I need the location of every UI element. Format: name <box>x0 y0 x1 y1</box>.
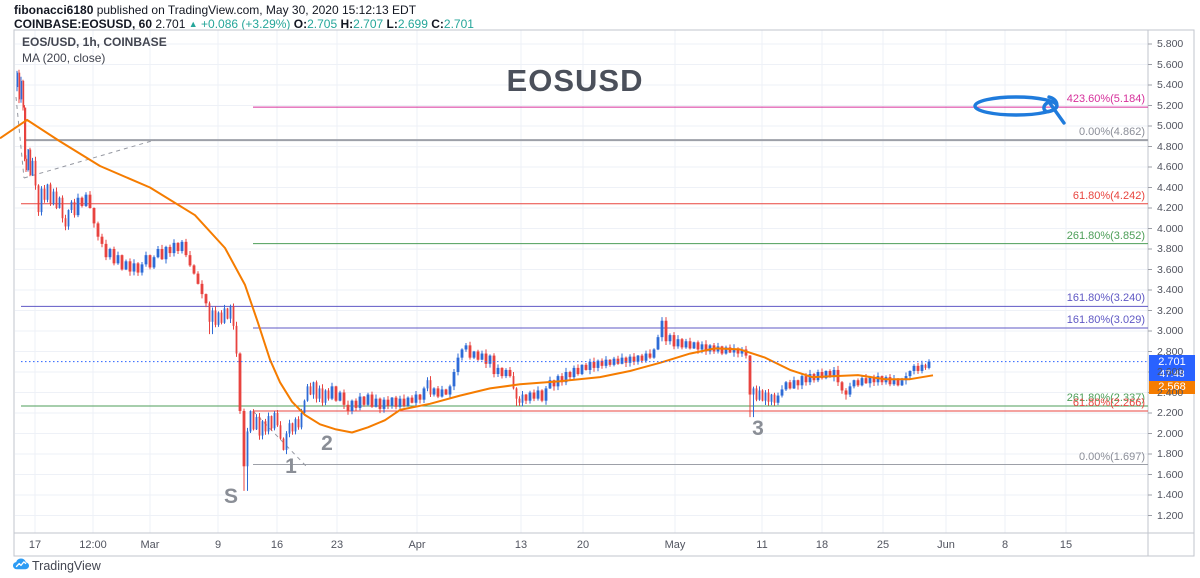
open-label: O: <box>293 17 308 31</box>
time-tick-label: 11 <box>756 539 768 551</box>
price-change: +0.086 (+3.29%) <box>201 17 291 31</box>
time-tick-label: May <box>664 539 686 551</box>
tradingview-logo-icon[interactable] <box>12 557 30 573</box>
price-tick-label: 4.400 <box>1157 181 1184 194</box>
fib-label: 161.80%(3.240) <box>1066 292 1145 305</box>
symbol-name: COINBASE:EOSUSD, 60 <box>14 17 153 31</box>
header-byline: fibonacci6180 published on TradingView.c… <box>14 3 416 17</box>
time-tick-label: 15 <box>1059 539 1073 551</box>
fib-label: 261.80%(3.852) <box>1066 229 1145 242</box>
price-tick-label: 2.800 <box>1157 345 1184 358</box>
price-tick-label: 2.200 <box>1157 407 1184 419</box>
time-tick-label: 23 <box>330 539 344 551</box>
header-symbol-info: COINBASE:EOSUSD, 60 2.701 ▲ +0.086 (+3.2… <box>14 17 474 31</box>
high-value: 2.707 <box>353 17 384 31</box>
fib-label: 423.60%(5.184) <box>1066 93 1145 106</box>
close-label: C: <box>431 17 444 31</box>
time-tick-label: 8 <box>1001 539 1009 551</box>
fib-label: 0.00%(4.862) <box>1078 126 1145 139</box>
dashed-trend-line <box>23 139 156 179</box>
open-value: 2.705 <box>307 17 338 31</box>
time-tick-label: 16 <box>270 539 284 551</box>
price-tick-label: 3.000 <box>1157 325 1184 337</box>
time-tick-label: 17 <box>28 539 42 551</box>
price-tick-label: 5.800 <box>1157 38 1184 50</box>
trend-lines-layer <box>15 96 307 467</box>
fib-label: 0.00%(1.697) <box>1078 450 1145 463</box>
author-name: fibonacci6180 <box>14 3 94 17</box>
price-axis-ticks <box>1148 43 1152 516</box>
ma-price-badge: 2.568 <box>1149 381 1195 394</box>
wave-label-3: 3 <box>752 417 764 440</box>
price-tick-label: 3.400 <box>1157 284 1184 296</box>
time-tick-label: 25 <box>876 539 890 551</box>
price-tick-label: 5.600 <box>1157 58 1184 71</box>
tradingview-brand[interactable]: TradingView <box>32 559 101 573</box>
time-tick-label: 13 <box>514 539 528 551</box>
fib-label: 61.80%(2.266) <box>1072 397 1145 409</box>
wave-label-2: 2 <box>321 432 333 455</box>
low-value: 2.699 <box>397 17 428 31</box>
price-tick-label: 3.800 <box>1157 243 1184 255</box>
price-tick-label: 4.600 <box>1157 161 1184 173</box>
price-tick-label: 1.600 <box>1157 468 1184 481</box>
annotation-ellipse[interactable] <box>973 95 1066 125</box>
time-tick-label: 18 <box>815 539 829 551</box>
time-tick-label: Mar <box>140 539 160 551</box>
fib-label: 61.80%(4.242) <box>1072 189 1145 202</box>
countdown-badge: 47:48 <box>1149 369 1195 381</box>
time-tick-label: 9 <box>214 539 222 551</box>
low-label: L: <box>386 17 398 31</box>
watermark: EOSUSD <box>506 63 644 98</box>
price-tick-label: 1.800 <box>1157 448 1184 460</box>
time-tick-label: 12:00 <box>79 539 107 551</box>
wave-label-1: 1 <box>285 455 297 478</box>
wave-label-s: S <box>223 485 239 508</box>
ma-line <box>0 118 934 434</box>
time-tick-label: Apr <box>408 539 426 551</box>
price-tick-label: 3.600 <box>1157 263 1184 276</box>
price-tick-label: 4.800 <box>1157 140 1184 153</box>
price-tick-label: 2.400 <box>1157 386 1184 399</box>
price-tick-label: 5.000 <box>1157 120 1184 132</box>
dashed-trend-line <box>15 96 25 179</box>
price-tick-label: 4.000 <box>1157 222 1184 235</box>
last-price: 2.701 <box>155 17 186 31</box>
up-arrow-icon: ▲ <box>188 19 198 29</box>
price-tick-label: 3.200 <box>1157 304 1184 317</box>
last-price-badge: 2.701 <box>1149 355 1195 369</box>
price-tick-label: 4.200 <box>1157 202 1184 214</box>
price-tick-label: 5.400 <box>1157 79 1184 91</box>
legend-ma[interactable]: MA (200, close) <box>22 51 106 65</box>
price-tick-label: 1.400 <box>1157 489 1184 501</box>
price-tick-label: 2.000 <box>1157 427 1184 440</box>
price-tick-label: 1.200 <box>1157 509 1184 522</box>
candles-layer <box>16 69 931 491</box>
time-tick-label: Jun <box>937 539 955 551</box>
close-value: 2.701 <box>443 17 474 31</box>
high-label: H: <box>340 17 354 31</box>
fib-label: 261.80%(2.337) <box>1066 392 1145 404</box>
legend-symbol[interactable]: EOS/USD, 1h, COINBASE <box>22 35 167 49</box>
fib-label: 161.80%(3.029) <box>1066 314 1145 327</box>
time-tick-label: 20 <box>576 539 590 551</box>
price-tick-label: 2.600 <box>1157 366 1184 378</box>
chart-frame <box>13 29 1195 557</box>
fib-lines-layer <box>21 106 1148 466</box>
price-tick-label: 5.200 <box>1157 99 1184 112</box>
grid-layer <box>15 30 1148 533</box>
byline-rest: published on TradingView.com, May 30, 20… <box>93 3 417 17</box>
